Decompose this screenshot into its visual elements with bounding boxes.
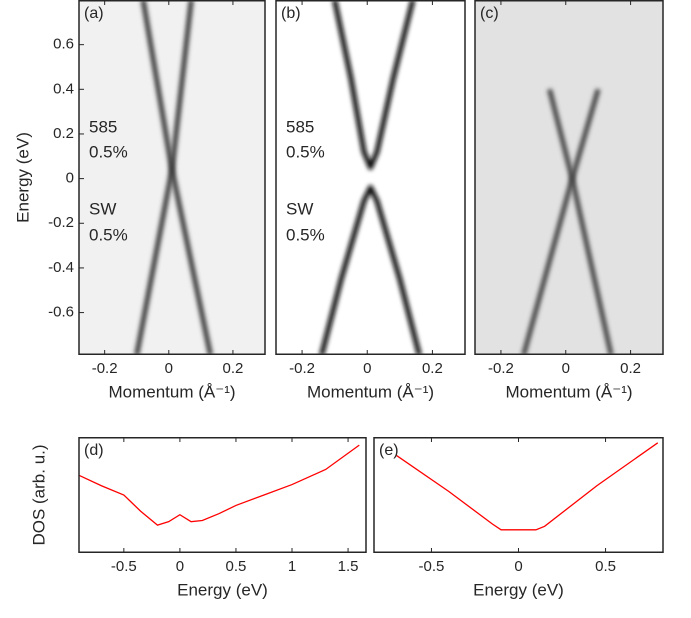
x-tick-label: 0 <box>562 360 570 377</box>
annotation: SW <box>286 199 313 218</box>
x-tick-label: 0 <box>176 558 184 575</box>
y-tick-label: 0 <box>66 170 74 187</box>
x-tick-label: -0.5 <box>111 558 137 575</box>
x-tick-label: 0.5 <box>595 558 616 575</box>
y-tick-label: -0.6 <box>48 304 74 321</box>
annotation: SW <box>89 199 116 218</box>
band-branch <box>332 0 416 170</box>
y-axis-label: Energy (eV) <box>13 132 32 223</box>
x-tick-label: 0.2 <box>422 360 443 377</box>
plot-area <box>475 0 663 355</box>
x-tick-label: 1.5 <box>338 558 359 575</box>
annotation: 585 <box>89 117 117 136</box>
y-tick-label: 0.4 <box>53 80 74 97</box>
x-axis-label: Momentum (Å⁻¹) <box>307 382 434 401</box>
x-tick-label: 0 <box>514 558 522 575</box>
panel-label: (c) <box>480 5 499 22</box>
band-branch <box>319 185 422 355</box>
x-axis-label: Momentum (Å⁻¹) <box>505 382 632 401</box>
axes-frame <box>78 0 266 355</box>
plot-area <box>79 0 265 355</box>
axes-frame <box>78 437 367 553</box>
plot-area <box>276 0 465 355</box>
x-tick-label: -0.2 <box>289 360 315 377</box>
band-branch <box>134 0 194 355</box>
x-tick-label: -0.5 <box>419 558 445 575</box>
annotation: 0.5% <box>286 142 325 161</box>
x-axis-label: Energy (eV) <box>473 580 564 599</box>
x-tick-label: 0.5 <box>226 558 247 575</box>
x-tick-label: -0.2 <box>92 360 118 377</box>
annotation: 0.5% <box>286 225 325 244</box>
heatmap-background <box>475 0 663 355</box>
panel-label: (e) <box>379 442 399 459</box>
x-axis-label: Energy (eV) <box>177 580 268 599</box>
panel-label: (d) <box>84 442 104 459</box>
x-tick-label: 0 <box>363 360 371 377</box>
x-tick-label: 0 <box>165 360 173 377</box>
y-tick-label: -0.2 <box>48 214 74 231</box>
dos-line <box>79 444 360 526</box>
x-tick-label: 0.2 <box>223 360 244 377</box>
band-branch <box>521 88 601 355</box>
plot-area <box>396 442 659 531</box>
x-tick-label: 0.2 <box>620 360 641 377</box>
plot-area <box>79 444 360 526</box>
axes-frame <box>373 437 664 553</box>
axes-frame <box>275 0 466 355</box>
annotation: 585 <box>286 117 314 136</box>
annotation: 0.5% <box>89 225 128 244</box>
x-tick-label: -0.2 <box>488 360 514 377</box>
annotation: 0.5% <box>89 142 128 161</box>
panel-label: (b) <box>281 5 301 22</box>
axes-frame <box>474 0 664 355</box>
dos-line <box>396 442 659 531</box>
y-tick-label: 0.2 <box>53 125 74 142</box>
y-axis-label: DOS (arb. u.) <box>29 444 48 545</box>
x-axis-label: Momentum (Å⁻¹) <box>108 382 235 401</box>
heatmap-background <box>276 0 465 355</box>
y-tick-label: 0.6 <box>53 36 74 53</box>
panel-label: (a) <box>84 5 104 22</box>
x-tick-label: 1 <box>288 558 296 575</box>
y-tick-label: -0.4 <box>48 259 74 276</box>
